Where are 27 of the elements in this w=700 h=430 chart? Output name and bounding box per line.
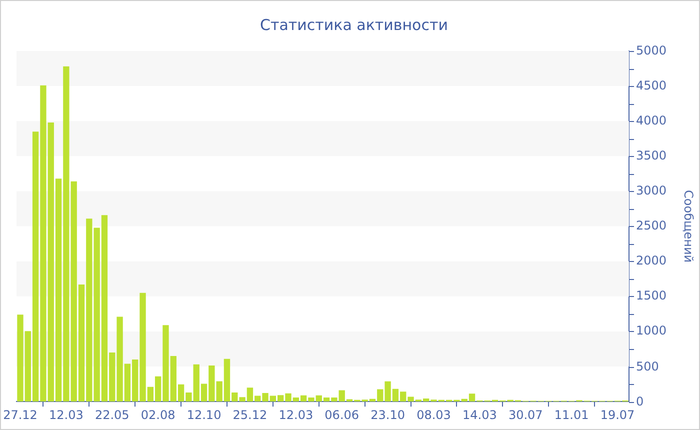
y-tick-label: 2500 [636,218,667,233]
chart-title: Статистика активности [260,16,448,34]
x-tick-label: 19.07 [600,408,635,422]
x-tick-label: 02.08 [140,408,176,422]
y-tick-label: 0 [636,394,644,409]
y-tick-label: 1500 [636,288,667,303]
y-tick-label: 1000 [636,324,667,338]
y-tick-label: 3000 [636,184,667,198]
x-tick-label: 12.03 [49,408,84,422]
y-tick-label: 5000 [636,44,667,58]
y-axis-title: Сообщений [682,190,696,263]
x-tick-label: 27.12 [3,408,38,422]
x-tick-label: 23.10 [370,408,405,422]
y-tick-label: 500 [636,360,659,374]
x-tick-label: 08.03 [416,408,451,422]
y-tick-label: 4000 [636,114,667,128]
x-tick-label: 22.05 [94,408,130,422]
y-tick-label: 2000 [636,254,667,268]
y-tick-label: 4500 [636,78,667,93]
x-tick-label: 12.03 [278,408,314,422]
x-tick-label: 12.10 [186,408,222,422]
y-tick-label: 3500 [636,148,667,163]
x-tick-label: 25.12 [232,408,268,422]
x-tick-label: 30.07 [508,408,543,422]
x-tick-label: 11.01 [554,408,589,422]
x-tick-label: 06.06 [324,408,360,422]
x-tick-label: 14.03 [462,408,497,422]
